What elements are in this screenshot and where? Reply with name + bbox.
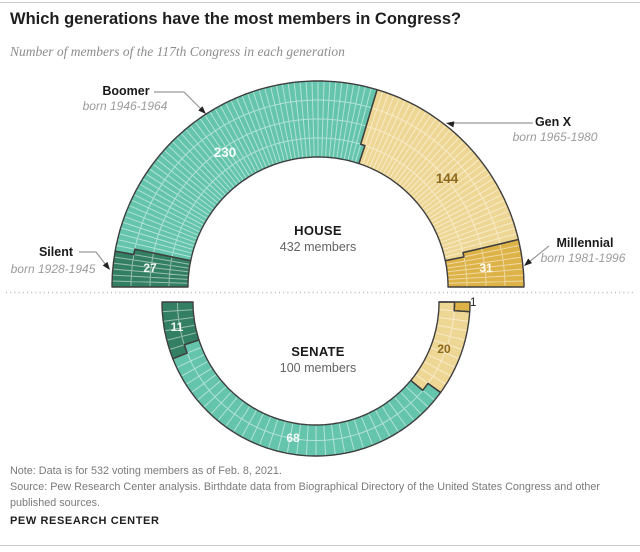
callout-silent-name: Silent <box>38 245 74 259</box>
callout-millennial-name: Millennial <box>556 236 614 250</box>
chart-subtitle: Number of members of the 117th Congress … <box>10 44 345 59</box>
senate-silent-value: 11 <box>170 320 184 334</box>
house-millennial-value: 31 <box>479 261 493 275</box>
senate-boomer-value: 68 <box>286 431 300 445</box>
brand-line: PEW RESEARCH CENTER <box>10 515 160 527</box>
house-silent-value: 27 <box>143 261 157 275</box>
bottom-rule <box>0 545 640 546</box>
senate-members-label: 100 members <box>279 361 357 375</box>
callout-boomer-name: Boomer <box>102 84 150 98</box>
callout-genx-born: born 1965-1980 <box>512 130 598 144</box>
senate-millennial-value: 1 <box>470 297 477 309</box>
senate-label: SENATE <box>291 344 345 359</box>
page-title: Which generations have the most members … <box>10 10 462 28</box>
callout-millennial-born: born 1981-1996 <box>540 251 626 265</box>
house-label: HOUSE <box>294 223 342 238</box>
footnote: Note: Data is for 532 voting members as … <box>10 465 282 477</box>
house-genx-value: 144 <box>435 171 459 186</box>
source-note: Source: Pew Research Center analysis. Bi… <box>10 481 600 510</box>
house-members-label: 432 members <box>279 240 357 254</box>
callout-silent-born: born 1928-1945 <box>10 262 96 276</box>
senate-genx-value: 20 <box>437 342 451 356</box>
callout-genx-name: Gen X <box>534 115 572 129</box>
house-boomer-value: 230 <box>213 145 237 160</box>
callout-boomer-born: born 1946-1964 <box>82 99 168 113</box>
top-rule <box>0 2 640 3</box>
